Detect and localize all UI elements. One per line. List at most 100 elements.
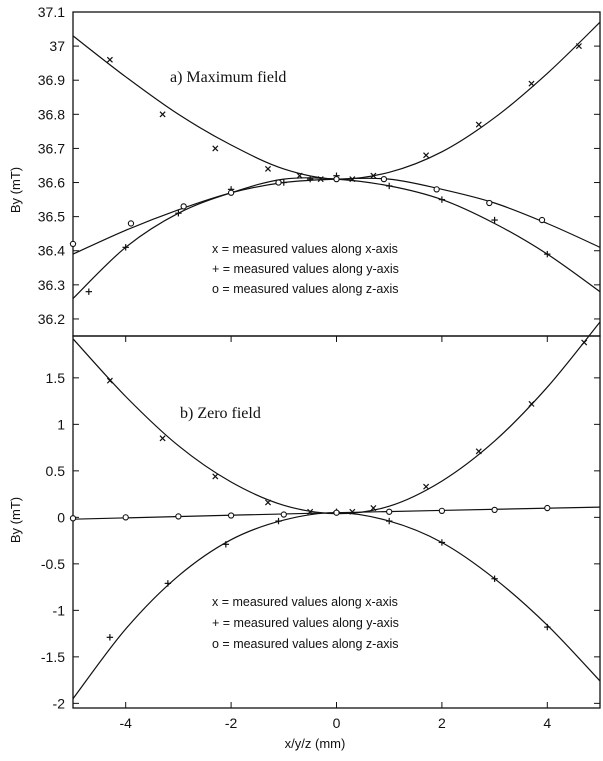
panel-a-point-plus-10 (544, 250, 551, 258)
panel-b-point-x-1 (159, 435, 166, 442)
panel-b-point-plus-1 (164, 580, 172, 587)
panel-a-ytick-label-5: 36.7 (38, 140, 65, 156)
panel-a-point-x-6 (349, 176, 356, 183)
panel-b-point-plus-5 (386, 517, 393, 525)
panel-a-point-x-3-stroke-b (264, 165, 272, 172)
panel-a-point-x-9-stroke-b (475, 121, 482, 128)
panel-a-point-x-0-stroke-b (106, 56, 113, 63)
panel-b-ytick-label-0: -2 (53, 695, 66, 711)
panel-a-ytick-label-7: 36.9 (38, 72, 65, 88)
panel-a-point-o-0 (69, 240, 77, 248)
panel-b-xtick-label-4: 4 (543, 715, 551, 731)
panel-b-legend-x: x = measured values along x-axis (212, 595, 398, 609)
panel-b-point-x-3 (264, 499, 272, 506)
panel-a-point-x-5-stroke-b (317, 176, 324, 183)
panel-b-point-plus-2 (222, 541, 230, 548)
panel-b-point-o-5 (333, 509, 340, 516)
panel-b-ytick-label-1: -1.5 (41, 649, 65, 665)
panel-b-xlabel: x/y/z (mm) (285, 736, 346, 751)
panel-a-label: a) Maximum field (170, 69, 286, 86)
panel-b-point-plus-3 (275, 517, 282, 525)
panel-b-point-x-10 (581, 339, 588, 346)
panel-b-xtick-label-1: -2 (225, 715, 238, 731)
panel-a-ytick-label-8: 37 (49, 38, 65, 54)
panel-a-point-plus-8 (438, 196, 446, 203)
panel-a-point-x-8-stroke-b (423, 152, 430, 159)
panel-b-ylabel: By (mT) (8, 497, 23, 543)
panel-a-point-x-10 (528, 80, 535, 87)
panel-b-ytick-label-5: 0.5 (46, 463, 66, 479)
panel-b-point-o-8 (491, 506, 498, 514)
panel-b-point-x-2-stroke-b (212, 473, 219, 480)
panel-b-ytick-label-2: -1 (53, 602, 66, 618)
panel-b-ytick-label-3: -0.5 (41, 556, 65, 572)
panel-b-point-plus-8 (544, 623, 551, 631)
panel-a-ytick-label-6: 36.8 (38, 106, 65, 122)
panel-a-point-o-1 (127, 220, 135, 227)
panel-b-point-o-3 (227, 512, 235, 519)
panel-b-point-o-6 (386, 508, 393, 515)
panel-b-legend-o: o = measured values along z-axis (212, 637, 399, 651)
panel-a-point-x-11-stroke-b (575, 43, 582, 50)
panel-b-fit-curve-0 (72, 321, 601, 515)
panel-b-point-o-0 (69, 515, 77, 522)
panel-a-point-x-7-stroke-b (370, 172, 377, 179)
panel-b-point-plus-6 (438, 539, 446, 546)
panel-b-point-x-9 (528, 400, 535, 407)
panel-a-point-plus-2 (175, 210, 182, 217)
panel-a-point-x-2-stroke-b (212, 145, 219, 152)
panel-b-point-x-9-stroke-b (528, 400, 535, 407)
panel-a-point-x-10-stroke-b (528, 80, 535, 87)
panel-b-point-x-6 (370, 505, 377, 512)
panel-b-frame (72, 335, 601, 709)
panel-a-point-plus-5 (306, 175, 314, 183)
panel-a-ytick-label-2: 36.4 (38, 243, 65, 259)
panel-a-point-o-5 (333, 175, 340, 183)
panel-b-xtick-label-2: 0 (333, 715, 341, 731)
panel-b-xtick-label-0: -4 (119, 715, 132, 731)
panel-b-point-x-0 (106, 377, 113, 384)
panel-a-point-x-9 (475, 121, 482, 128)
panel-maximum-field: a) Maximum field By (mT) x = measured va… (8, 4, 601, 337)
panel-a-point-plus-7 (386, 182, 393, 190)
panel-b-point-x-5-stroke-b (349, 508, 356, 515)
panel-a-point-x-4 (296, 172, 303, 179)
panel-b-point-o-2 (175, 513, 182, 520)
panel-b-ytick-label-7: 1.5 (46, 370, 66, 386)
panel-b-point-x-0-stroke-b (106, 377, 113, 384)
panel-a-point-o-6 (380, 175, 388, 183)
panel-b-point-x-1-stroke-b (159, 435, 166, 442)
panel-a-point-x-3 (264, 165, 272, 172)
panel-a-point-x-5 (317, 176, 324, 183)
panel-a-ytick-label-0: 36.2 (38, 311, 65, 327)
panel-a-ytick-label-4: 36.6 (38, 175, 65, 191)
panel-b-point-x-7-stroke-b (423, 483, 430, 490)
panel-a-point-x-11 (575, 43, 582, 50)
panel-a-point-o-7 (433, 186, 440, 193)
panel-a-legend-plus: + = measured values along y-axis (212, 262, 399, 276)
panel-a-ytick-label-9: 37.1 (38, 4, 65, 20)
panel-b-point-plus-7 (491, 575, 498, 582)
panel-b-point-o-9 (544, 504, 551, 512)
panel-a-point-x-4-stroke-b (296, 172, 303, 179)
panel-a-point-plus-0 (85, 288, 93, 295)
panel-b-point-x-3-stroke-b (264, 499, 272, 506)
panel-a-legend-o: o = measured values along z-axis (212, 282, 399, 296)
panel-a-point-o-2 (180, 203, 187, 210)
panel-a-point-x-1 (159, 111, 166, 118)
panel-a-ylabel: By (mT) (8, 167, 23, 213)
panel-b-point-o-4 (280, 511, 287, 518)
panel-b-point-x-4-stroke-b (307, 508, 314, 515)
panel-a-point-x-7 (370, 172, 377, 179)
panel-a-point-x-6-stroke-b (349, 176, 356, 183)
panel-zero-field: b) Zero field By (mT) x/y/z (mm) x = mea… (8, 321, 601, 751)
panel-b-point-x-4 (307, 508, 314, 515)
panel-b-point-x-8-stroke-b (475, 448, 482, 455)
panel-b-point-plus-0 (106, 634, 114, 641)
panel-a-point-o-9 (538, 216, 546, 224)
panel-a-fit-curve-0 (72, 21, 601, 180)
panel-b-legend-plus: + = measured values along y-axis (212, 616, 399, 630)
panel-b-point-x-2 (212, 473, 219, 480)
panel-b-ytick-label-4: 0 (57, 509, 65, 525)
